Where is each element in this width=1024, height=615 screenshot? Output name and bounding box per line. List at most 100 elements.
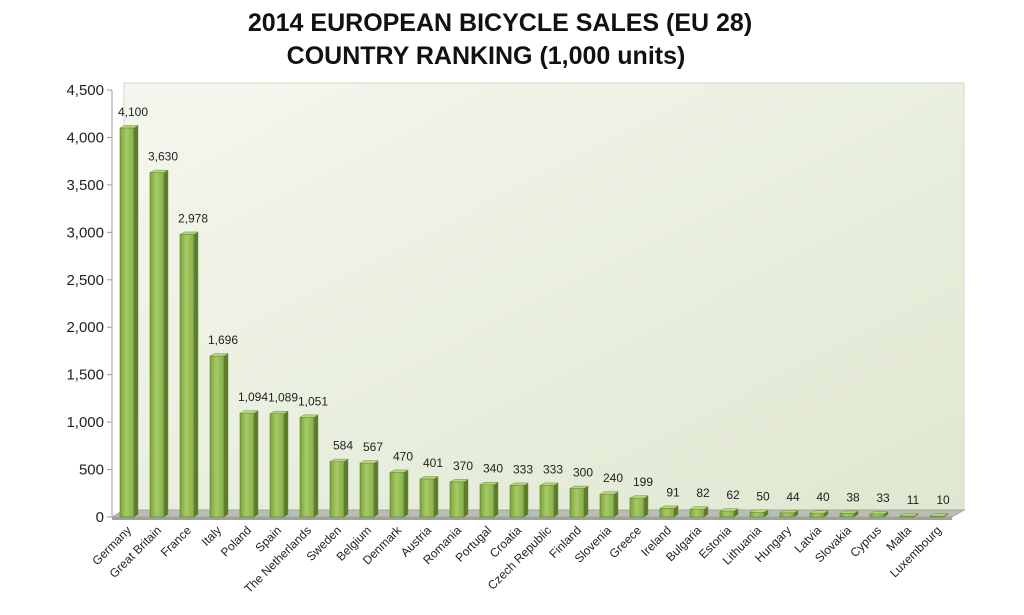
x-tick-label: Greece — [606, 523, 644, 561]
bar-side — [344, 459, 349, 517]
data-label: 38 — [846, 490, 860, 504]
bar-front — [449, 481, 465, 518]
y-tick-label: 1,000 — [66, 414, 104, 431]
data-label: 3,630 — [148, 150, 178, 164]
y-tick-label: 1,500 — [66, 367, 104, 384]
bar-top — [389, 469, 410, 473]
data-label: 91 — [666, 485, 680, 499]
bar-top — [839, 510, 860, 514]
bar-top — [329, 458, 350, 462]
bar-side — [404, 469, 409, 517]
bar-front — [539, 485, 555, 518]
data-label: 333 — [543, 462, 563, 476]
data-label: 33 — [876, 491, 890, 505]
x-tick-label: Cyprus — [847, 523, 884, 560]
bar-side — [584, 486, 589, 517]
bar — [719, 508, 740, 518]
bar-top — [299, 414, 320, 418]
bar-side — [134, 125, 139, 517]
data-label: 1,696 — [208, 333, 238, 347]
bar-top — [149, 169, 170, 173]
bar — [659, 505, 680, 518]
data-label: 40 — [816, 490, 830, 504]
bar — [329, 458, 350, 518]
bar-top — [539, 482, 560, 486]
bar — [419, 476, 440, 518]
bar-top — [509, 482, 530, 486]
bar-front — [479, 484, 495, 518]
bar-front — [389, 472, 405, 518]
data-label: 240 — [603, 471, 623, 485]
bar — [209, 353, 230, 518]
bar-top — [869, 511, 890, 515]
bar-side — [824, 510, 829, 517]
bar-side — [704, 506, 709, 517]
bar-top — [449, 479, 470, 483]
x-tick-label: Poland — [218, 523, 254, 559]
x-tick-label: Italy — [199, 523, 224, 548]
y-tick-label: 4,500 — [66, 82, 104, 99]
chart-title-line-1: 2014 EUROPEAN BICYCLE SALES (EU 28) — [247, 9, 753, 37]
bar-side — [164, 170, 169, 517]
bar-front — [869, 513, 885, 518]
bar-front — [419, 478, 435, 518]
bar — [179, 231, 200, 518]
bar — [299, 414, 320, 518]
data-label: 370 — [453, 459, 473, 473]
bar-top — [929, 513, 950, 517]
y-tick-label: 3,500 — [66, 177, 104, 194]
data-label: 199 — [633, 475, 653, 489]
bar-side — [434, 476, 439, 517]
bar — [929, 513, 950, 518]
bar-top — [659, 505, 680, 509]
bar-side — [674, 505, 679, 517]
y-axis: 0 500 1,000 1,500 2,000 2,500 3,000 3,500 4,000 4… — [66, 82, 113, 526]
bar-front — [269, 413, 285, 518]
bar — [359, 460, 380, 518]
bar-top — [479, 482, 500, 485]
bar-top — [719, 508, 740, 512]
bar — [449, 479, 470, 518]
bar-front — [719, 510, 735, 518]
bar — [569, 485, 590, 518]
bar — [479, 482, 500, 518]
data-label: 44 — [786, 490, 800, 504]
bar-top — [209, 353, 230, 357]
data-label: 340 — [483, 462, 503, 476]
bar-front — [839, 513, 855, 518]
bar-front — [749, 511, 765, 518]
bar-side — [554, 482, 559, 517]
data-labels-group: 4,100 3,630 2,978 1,696 1,094 1,089 1,051 584 56… — [118, 105, 950, 507]
bar — [599, 491, 620, 518]
bar-side — [494, 482, 499, 517]
data-label: 50 — [756, 489, 770, 503]
bar — [869, 511, 890, 518]
bar-front — [569, 488, 585, 518]
bar — [239, 410, 260, 518]
bar-front — [509, 485, 525, 518]
bar-front — [599, 493, 615, 518]
bar — [809, 510, 830, 518]
y-tick-label: 2,000 — [66, 319, 104, 336]
data-label: 4,100 — [118, 105, 148, 119]
y-tick-label: 2,500 — [66, 272, 104, 289]
data-label: 401 — [423, 456, 443, 470]
bar-front — [299, 416, 315, 518]
bar — [899, 513, 920, 518]
floor-front-edge — [112, 517, 952, 520]
bar — [149, 169, 170, 518]
data-label: 2,978 — [178, 211, 208, 225]
x-tick-label: France — [158, 523, 195, 560]
bar — [119, 125, 140, 518]
data-label: 567 — [363, 440, 383, 454]
bar — [629, 495, 650, 518]
bar — [779, 510, 800, 518]
bar-top — [629, 495, 650, 499]
bar-top — [749, 509, 770, 513]
bar-side — [884, 511, 889, 517]
data-label: 584 — [333, 439, 353, 453]
bar-front — [119, 127, 135, 518]
bar-side — [614, 491, 619, 517]
y-tick-label: 3,000 — [66, 224, 104, 241]
bar-top — [239, 410, 260, 414]
